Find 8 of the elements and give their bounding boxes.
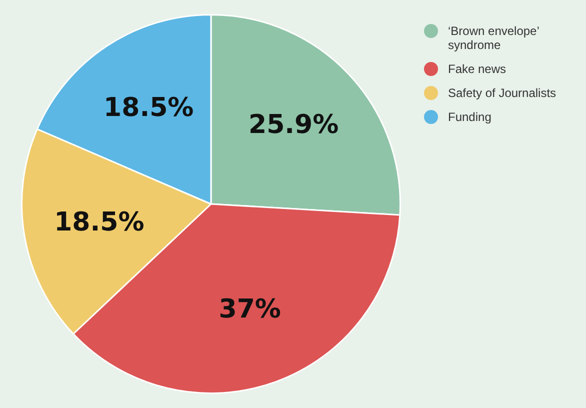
data-label: 18.5% (54, 207, 144, 238)
legend-label: ‘Brown envelope’ syndrome (448, 24, 540, 52)
data-label: 25.9% (248, 110, 339, 140)
legend-label: Safety of Journalists (448, 86, 556, 100)
data-label: 37% (218, 294, 281, 324)
legend-label: Fake news (448, 62, 506, 76)
data-label: 18.5% (104, 92, 194, 123)
legend-label: Funding (448, 110, 492, 124)
